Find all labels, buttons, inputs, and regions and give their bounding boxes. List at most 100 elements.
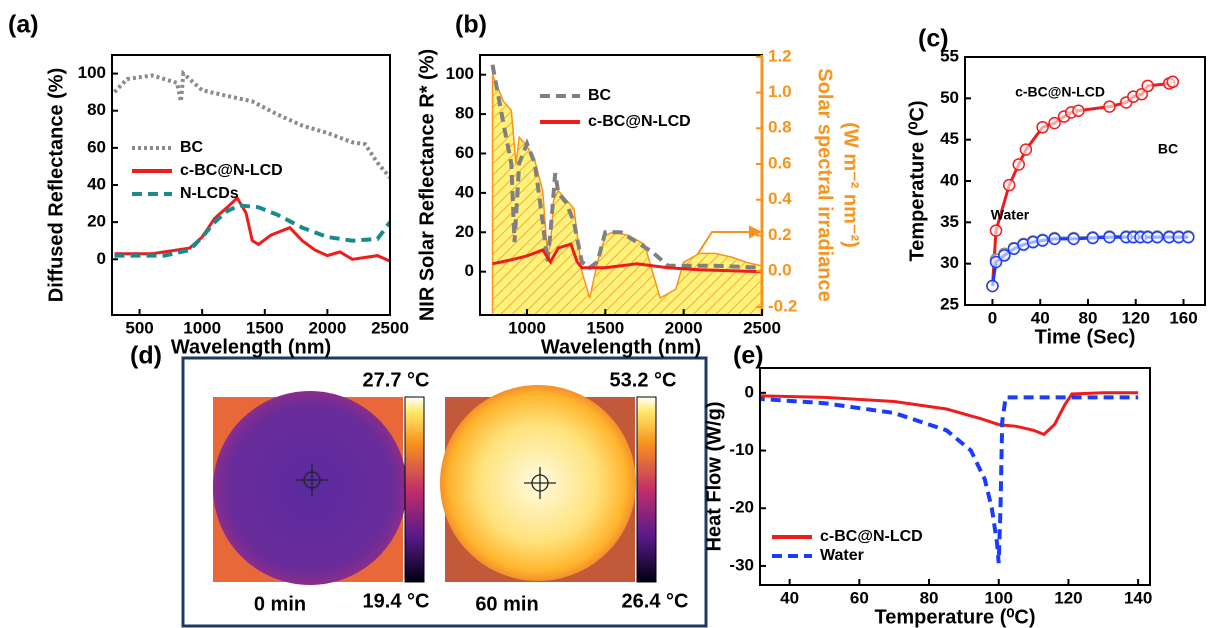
plot-area [986, 75, 1195, 293]
area [491, 74, 762, 315]
y-tick-label: 30 [940, 253, 959, 272]
color-bar [404, 396, 425, 583]
x-tick-label: 1500 [586, 318, 624, 337]
panel-frame [181, 356, 708, 628]
legend-label: N-LCDs [180, 185, 239, 202]
marker [1150, 230, 1164, 244]
y-tick-label: 100 [446, 64, 474, 83]
x-tick-label: 1000 [508, 318, 546, 337]
marker [989, 255, 1003, 269]
crosshair [524, 467, 556, 499]
x-tick-label: 140 [1124, 588, 1152, 607]
line [114, 195, 390, 263]
min-temp: 26.4 °C [622, 590, 689, 612]
max-temp: 53.2 °C [610, 369, 677, 391]
panel-label: (c) [918, 25, 949, 53]
frame [111, 54, 391, 316]
y-tick-label: 80 [455, 104, 474, 123]
y-tick-label: 60 [87, 137, 106, 156]
y2-tick-label: 1.0 [768, 82, 792, 101]
marker [1036, 234, 1049, 247]
y-axis-label: Heat Flow (W/g) [703, 402, 725, 552]
y2-tick-label: 0.6 [768, 153, 792, 172]
y2-axis-label: Solar spectral irradiance [814, 68, 836, 301]
y-tick-label: 35 [940, 212, 959, 231]
legend-label: c-BC@N-LCD [180, 162, 283, 179]
x-tick-label: 100 [985, 588, 1013, 607]
series-label: Water [991, 207, 1030, 223]
frame [759, 367, 1151, 586]
y-tick-label: 20 [87, 212, 106, 231]
y-tick-label: 25 [940, 294, 959, 313]
x-tick-label: 2500 [743, 318, 781, 337]
line [113, 69, 390, 179]
y-tick-label: 60 [455, 143, 474, 162]
marker [1166, 75, 1180, 89]
y2-tick-label: 0.8 [768, 118, 792, 137]
x-axis-label: Wavelength (nm) [541, 336, 701, 358]
marker [1086, 231, 1100, 245]
y-tick-label: -10 [729, 440, 754, 459]
marker [1141, 79, 1154, 93]
x-tick-label: 40 [1031, 308, 1050, 327]
series-label: c-BC@N-LCD [1015, 84, 1105, 100]
line [114, 203, 390, 258]
y-tick-label: 45 [940, 129, 959, 148]
y-tick-label: 80 [87, 100, 106, 119]
min-temp: 19.4 °C [363, 590, 430, 612]
marker [998, 249, 1011, 262]
y-tick-label: 0 [97, 249, 106, 268]
y-axis-label: NIR Solar Reflectance R* (%) [416, 49, 438, 321]
marker [1072, 104, 1085, 117]
series-label: BC [1158, 141, 1178, 157]
x-tick-label: 2000 [665, 318, 703, 337]
marker [989, 224, 1003, 237]
marker [1036, 121, 1049, 134]
marker [1103, 230, 1116, 244]
panel-label: (e) [733, 342, 764, 370]
y-tick-label: 100 [78, 63, 106, 82]
legend-label: BC [180, 139, 204, 156]
panel-label: (d) [130, 342, 162, 370]
x-tick-label: 1000 [183, 318, 221, 337]
time-label: 60 min [475, 593, 538, 615]
marker [986, 279, 999, 293]
marker [1048, 232, 1061, 246]
y-tick-label: -30 [729, 555, 754, 574]
max-temp: 27.7 °C [363, 369, 430, 391]
x-tick-label: 2500 [371, 318, 409, 337]
line [492, 242, 762, 274]
y-tick-label: 40 [940, 170, 959, 189]
x-tick-label: 120 [1122, 308, 1150, 327]
x-tick-label: 500 [125, 318, 153, 337]
line [760, 395, 1139, 564]
plot-area [760, 391, 1139, 564]
marker [1182, 230, 1195, 244]
y-tick-label: 40 [455, 182, 474, 201]
color-bar [636, 396, 657, 583]
x-axis-label: Wavelength (nm) [171, 336, 331, 358]
marker [1048, 116, 1061, 130]
y-tick-label: 0 [745, 382, 754, 401]
marker [1002, 178, 1016, 192]
x-tick-label: 80 [920, 588, 939, 607]
time-label: 0 min [254, 593, 306, 615]
y-tick-label: -20 [729, 498, 754, 517]
plot-area [490, 64, 762, 315]
x-tick-label: 120 [1054, 588, 1082, 607]
y2-tick-label: 1.2 [768, 46, 792, 65]
marker [1103, 100, 1116, 113]
y-axis-label: Temperature (⁰C) [906, 100, 928, 261]
x-tick-label: 2000 [308, 318, 346, 337]
marker [1067, 232, 1080, 246]
legend-label: Water [820, 547, 864, 564]
y2-tick-label: 0.0 [768, 261, 792, 280]
panel-label: (a) [8, 11, 39, 39]
x-tick-label: 160 [1169, 308, 1197, 327]
legend-label: c-BC@N-LCD [588, 113, 691, 130]
x-tick-label: 40 [780, 588, 799, 607]
y-tick-label: 20 [455, 222, 474, 241]
legend-label: BC [588, 87, 612, 104]
